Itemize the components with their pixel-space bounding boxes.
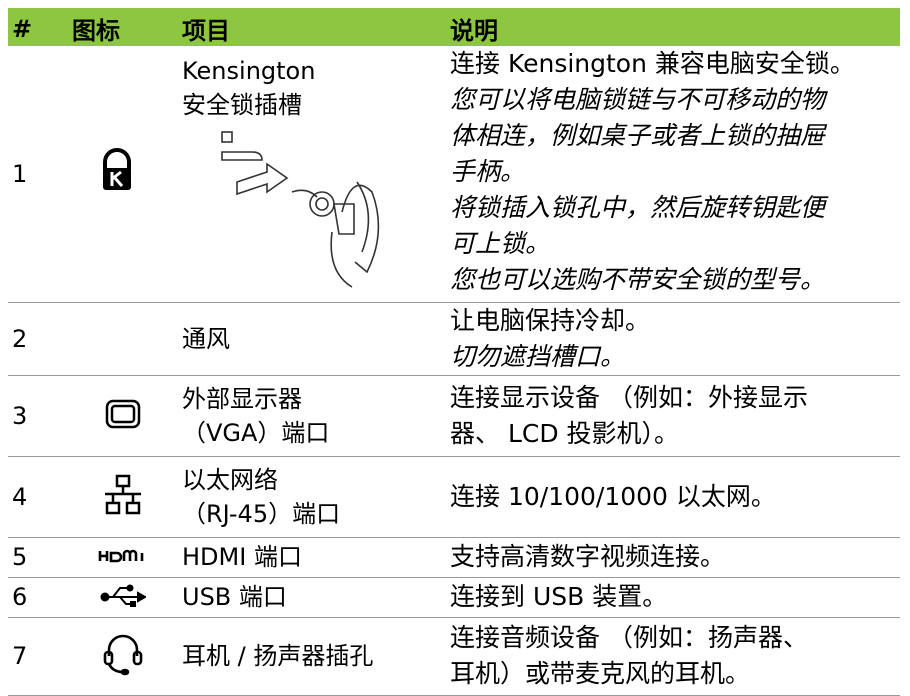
row-number: 6	[8, 577, 68, 618]
item-text: 安全锁插槽	[182, 91, 302, 119]
hdmi-icon	[98, 549, 144, 562]
spec-table: # 图标 项目 说明 1 Kensington 安全锁插槽 连接 Kensington 兼容…	[8, 8, 900, 696]
row-number: 1	[8, 46, 68, 303]
description-text: 连接音频设备 （例如：扬声器、	[450, 623, 808, 652]
icon-cell	[68, 46, 178, 303]
item-text: （RJ-45）端口	[182, 499, 341, 528]
item-cell: USB 端口	[178, 577, 446, 618]
table-row: 2 通风 让电脑保持冷却。 切勿遮挡槽口。	[8, 302, 900, 376]
item-text: 通风	[182, 324, 230, 353]
row-number: 7	[8, 617, 68, 696]
table-row: 7 耳机 / 扬声器插孔 连接音频设备 （例如：扬声器、 耳机）或带麦克风的耳机。	[8, 617, 900, 696]
table-row: 4 以太网络 （RJ-45）端口 连接 10/100/1000 以太网。	[8, 456, 900, 538]
row-number: 4	[8, 456, 68, 538]
icon-cell	[68, 617, 178, 696]
table-row: 5 HDMI 端口 支持高清数字视频连接。	[8, 537, 900, 578]
icon-cell	[68, 456, 178, 538]
description-text: 连接 10/100/1000 以太网。	[450, 481, 776, 511]
icon-cell	[68, 375, 178, 457]
column-header: 项目	[178, 11, 446, 46]
table: # 图标 项目 说明 1 Kensington 安全锁插槽 连接 Kensington 兼容…	[8, 11, 900, 696]
item-text: Kensington	[182, 57, 316, 85]
note-text: 您可以将电脑锁链与不可移动的物	[450, 85, 826, 114]
table-row: 6 USB 端口 连接到 USB 装置。	[8, 577, 900, 618]
item-cell: HDMI 端口	[178, 537, 446, 578]
description-cell: 连接音频设备 （例如：扬声器、 耳机）或带麦克风的耳机。	[446, 617, 900, 696]
row-number: 3	[8, 375, 68, 457]
item-cell: Kensington 安全锁插槽	[178, 46, 446, 303]
table-row: 1 Kensington 安全锁插槽 连接 Kensington 兼容电脑安全锁。 您可…	[8, 46, 900, 303]
item-cell: 耳机 / 扬声器插孔	[178, 617, 446, 696]
vga-icon	[105, 399, 141, 428]
kensington-icon	[103, 147, 131, 190]
ethernet-icon	[105, 474, 141, 514]
description-text: 支持高清数字视频连接。	[450, 542, 726, 571]
description-text: 连接 Kensington 兼容电脑安全锁。	[450, 49, 855, 78]
item-text: 以太网络	[182, 465, 278, 494]
note-text: 切勿遮挡槽口。	[450, 341, 626, 371]
header-row: # 图标 项目 说明	[8, 11, 900, 46]
description-cell: 连接到 USB 装置。	[446, 577, 900, 618]
table-row: 3 外部显示器 （VGA）端口 连接显示设备 （例如：外接显示 器、 LCD 投影机）。	[8, 375, 900, 457]
column-header: 图标	[68, 11, 178, 46]
icon-cell	[68, 537, 178, 578]
description-text: 连接到 USB 装置。	[450, 582, 668, 611]
item-cell: 外部显示器 （VGA）端口	[178, 375, 446, 457]
description-cell: 支持高清数字视频连接。	[446, 537, 900, 578]
headset-icon	[103, 634, 143, 676]
item-text: 耳机 / 扬声器插孔	[182, 642, 374, 670]
item-text: 外部显示器	[182, 384, 302, 413]
description-cell: 让电脑保持冷却。 切勿遮挡槽口。	[446, 302, 900, 376]
note-text: 体相连，例如桌子或者上锁的抽屉	[450, 121, 826, 150]
note-text: 手柄。	[450, 157, 526, 186]
column-header: 说明	[446, 11, 900, 46]
note-text: 可上锁。	[450, 229, 551, 258]
note-text: 将锁插入锁孔中，然后旋转钥匙便	[450, 193, 826, 222]
icon-cell	[68, 577, 178, 618]
description-text: 器、 LCD 投影机）。	[450, 418, 680, 448]
description-cell: 连接 10/100/1000 以太网。	[446, 456, 900, 538]
icon-cell	[68, 302, 178, 376]
description-text: 耳机）或带麦克风的耳机。	[450, 659, 751, 688]
item-cell: 以太网络 （RJ-45）端口	[178, 456, 446, 538]
item-text: （VGA）端口	[182, 418, 330, 447]
description-cell: 连接显示设备 （例如：外接显示 器、 LCD 投影机）。	[446, 375, 900, 457]
description-text: 让电脑保持冷却。	[450, 305, 651, 335]
description-cell: 连接 Kensington 兼容电脑安全锁。 您可以将电脑锁链与不可移动的物 体相连…	[446, 46, 900, 303]
item-text: USB 端口	[182, 583, 287, 611]
column-header: #	[8, 11, 68, 46]
item-cell: 通风	[178, 302, 446, 376]
usb-icon	[100, 584, 148, 607]
description-text: 连接显示设备 （例如：外接显示	[450, 382, 808, 412]
note-text: 您也可以选购不带安全锁的型号。	[450, 265, 826, 294]
row-number: 5	[8, 537, 68, 578]
row-number: 2	[8, 302, 68, 376]
item-text: HDMI 端口	[182, 543, 302, 571]
lock-illustration	[221, 131, 380, 288]
